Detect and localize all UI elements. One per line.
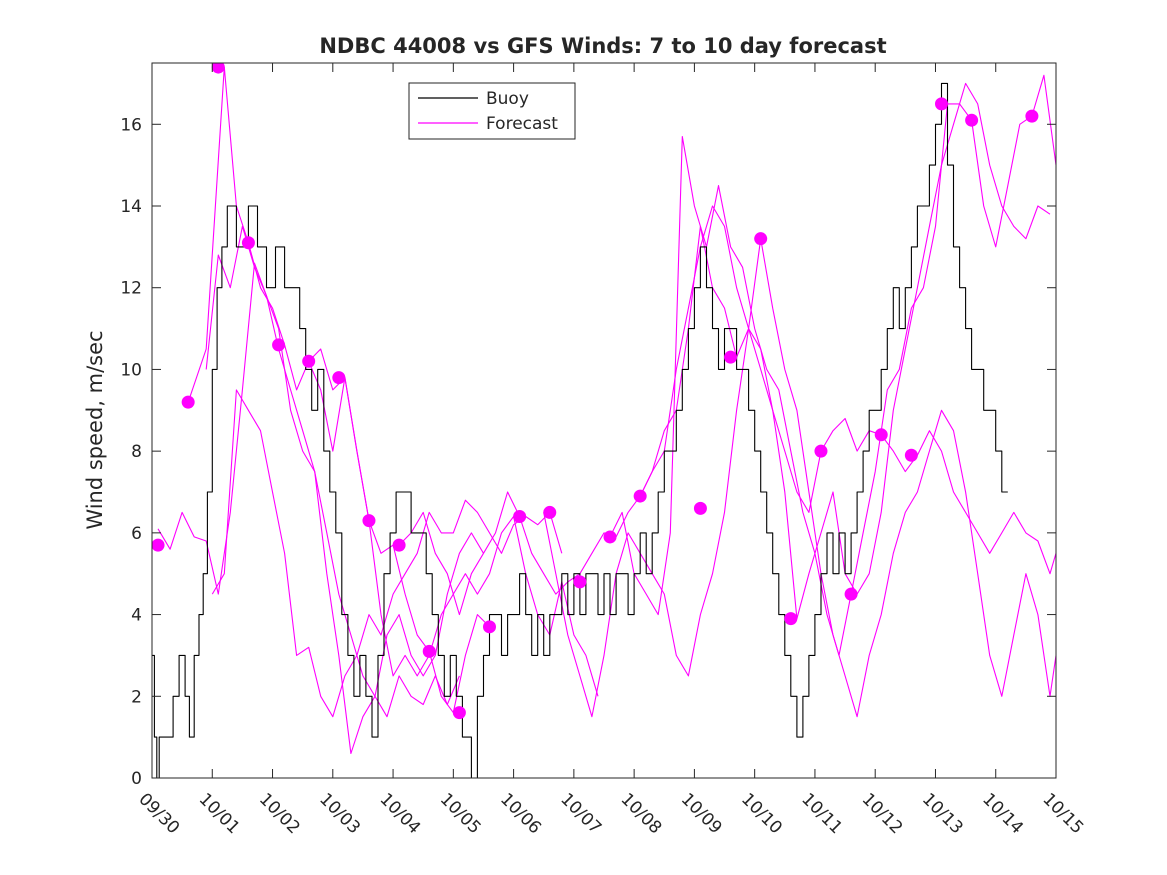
forecast-marker-27 xyxy=(1025,109,1039,123)
series-line-buoy xyxy=(152,82,1008,778)
series-line-forecast-7 xyxy=(543,238,1056,718)
series-line-forecast-4 xyxy=(211,389,563,718)
series-line-forecast-6 xyxy=(398,225,1056,616)
forecast-marker-8 xyxy=(392,538,406,552)
forecast-marker-4 xyxy=(272,338,286,352)
y-tick-label-1: 2 xyxy=(131,687,142,707)
forecast-marker-14 xyxy=(573,575,587,589)
forecast-marker-21 xyxy=(814,444,828,458)
forecast-marker-15 xyxy=(603,530,617,544)
plot-series-group xyxy=(152,63,1056,778)
forecast-marker-23 xyxy=(874,428,888,442)
forecast-marker-22 xyxy=(844,587,858,601)
forecast-marker-18 xyxy=(724,350,738,364)
y-tick-label-5: 10 xyxy=(120,360,142,380)
series-line-forecast-3 xyxy=(205,225,484,755)
legend-box xyxy=(408,82,576,140)
forecast-marker-26 xyxy=(965,113,979,127)
y-tick-label-0: 0 xyxy=(131,769,142,789)
y-tick-label-2: 4 xyxy=(131,606,142,626)
chart-title: NDBC 44008 vs GFS Winds: 7 to 10 day for… xyxy=(319,34,886,58)
forecast-marker-16 xyxy=(633,489,647,503)
axes-box xyxy=(151,62,1057,779)
forecast-marker-20 xyxy=(784,612,798,626)
forecast-marker-5 xyxy=(302,354,316,368)
forecast-marker-11 xyxy=(482,620,496,634)
legend-forecast-label: Forecast xyxy=(486,114,558,134)
legend: Buoy Forecast xyxy=(408,82,576,140)
forecast-marker-9 xyxy=(422,644,436,658)
forecast-marker-12 xyxy=(513,510,527,524)
axes xyxy=(151,62,1057,779)
y-tick-label-7: 14 xyxy=(120,197,142,217)
plot-area xyxy=(152,63,1056,778)
legend-buoy-label: Buoy xyxy=(486,89,529,109)
forecast-marker-6 xyxy=(332,371,346,385)
y-tick-label-3: 6 xyxy=(131,524,142,544)
series-line-forecast-1 xyxy=(157,262,460,718)
forecast-marker-13 xyxy=(543,505,557,519)
forecast-marker-3 xyxy=(241,236,255,250)
forecast-marker-19 xyxy=(754,232,768,246)
forecast-marker-1 xyxy=(181,395,195,409)
y-tick-label-6: 12 xyxy=(120,279,142,299)
y-axis-ticks: 0 2 4 6 8 10 12 14 16 xyxy=(120,115,1056,789)
y-tick-label-8: 16 xyxy=(120,115,142,135)
series-line-forecast-8 xyxy=(609,74,1056,656)
forecast-marker-24 xyxy=(904,448,918,462)
forecast-marker-10 xyxy=(452,706,466,720)
forecast-marker-25 xyxy=(934,97,948,111)
forecast-marker-7 xyxy=(362,514,376,528)
y-axis-label: Wind speed, m/sec xyxy=(83,330,107,529)
forecast-marker-17 xyxy=(693,501,707,515)
forecast-marker-0 xyxy=(152,538,165,552)
forecast-marker-2 xyxy=(211,63,225,74)
y-tick-label-4: 8 xyxy=(131,442,142,462)
